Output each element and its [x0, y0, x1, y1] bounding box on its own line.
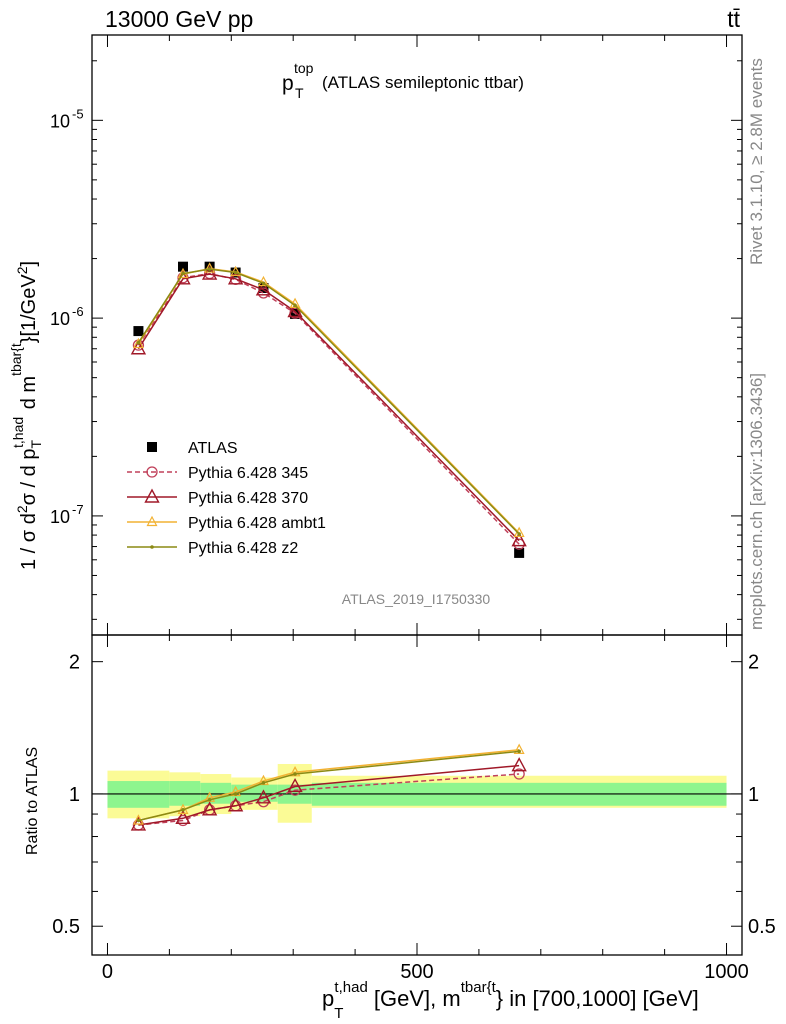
- legend-marker: [144, 488, 160, 503]
- main-plot-panel: 10-710-610-5: [50, 34, 743, 636]
- legend-label: ATLAS: [188, 440, 238, 457]
- x-axis-label: pTt,had [GeV], mtbar{t} in [700,1000] [G…: [322, 979, 699, 1022]
- ratio-point: [513, 768, 525, 780]
- ratio-y-tick-label-left: 2: [69, 652, 80, 674]
- data-point: [136, 341, 141, 345]
- legend-marker: [146, 466, 158, 478]
- ratio-y-ticks: [92, 661, 742, 927]
- legend: ATLAS Pythia 6.428 345 Pythia 6.428 370 Pyt…: [127, 440, 326, 557]
- data-point: [293, 303, 297, 308]
- header-process-label: tt̄: [727, 6, 740, 32]
- main-y-tick-label: 10: [50, 309, 70, 329]
- series-atlas: [133, 261, 525, 558]
- x-tick-label: 500: [400, 961, 433, 983]
- ratio-point: [511, 757, 527, 772]
- main-y-tick-exp: -7: [72, 502, 84, 517]
- data-point: [255, 281, 272, 296]
- ratio-point: [175, 809, 191, 825]
- series-pythia-6-428-345: [132, 267, 525, 550]
- data-point: [133, 326, 144, 337]
- svg-text:pTt,had [GeV], mtbar{t} in [70: pTt,had [GeV], mtbar{t} in [700,1000] [G…: [322, 979, 699, 1022]
- ratio-series-pythia-6-428-370: [130, 757, 527, 831]
- x-tick-label: 1000: [704, 961, 749, 983]
- legend-marker: [146, 515, 158, 527]
- data-point: [261, 281, 266, 286]
- ratio-y-tick-label-right: 0.5: [748, 916, 776, 938]
- legend-item: Pythia 6.428 z2: [127, 540, 298, 557]
- ratio-plot-panel: 0.5 0.5 1 1 2 2 0 500 1000: [52, 634, 776, 983]
- data-point: [227, 270, 244, 285]
- series-pythia-6-428-z2: [136, 267, 521, 536]
- data-point: [511, 532, 527, 547]
- rivet-label: Rivet 3.1.10, ≥ 2.8M events: [747, 58, 766, 265]
- legend-marker: [150, 545, 154, 549]
- data-point: [207, 267, 212, 271]
- ratio-point: [207, 797, 212, 802]
- plot-title-sub: T: [295, 85, 304, 101]
- svg-text:1 / σ d2σ / d pTt,had d mtbar{: 1 / σ d2σ / d pTt,had d mtbar{t}[1/GeV2]: [8, 261, 44, 570]
- plot-title-rest: (ATLAS semileptonic ttbar): [322, 73, 524, 92]
- data-point: [201, 265, 218, 280]
- plot-title-sup: top: [294, 60, 314, 76]
- ratio-point: [181, 808, 185, 812]
- x-tick-label: 0: [102, 961, 113, 983]
- ratio-y-tick-label-right: 2: [748, 652, 759, 674]
- ratio-point: [201, 801, 218, 816]
- header-collision-label: 13000 GeV pp: [105, 6, 253, 32]
- data-point: [233, 270, 238, 275]
- analysis-id: ATLAS_2019_I1750330: [342, 591, 491, 607]
- legend-marker: [147, 442, 157, 452]
- ratio-series-pythia-6-428-z2: [136, 749, 521, 823]
- data-point: [257, 275, 269, 287]
- ratio-point: [261, 781, 266, 785]
- legend-label: Pythia 6.428 z2: [188, 540, 298, 557]
- ratio-y-tick-label-left: 1: [69, 784, 80, 806]
- main-y-tick-exp: -5: [72, 106, 84, 121]
- ratio-point: [513, 743, 525, 754]
- legend-label: Pythia 6.428 370: [188, 490, 308, 507]
- main-y-tick-label: 10: [50, 507, 70, 527]
- ratio-point: [293, 772, 297, 776]
- ratio-point: [227, 797, 244, 812]
- ratio-point: [257, 796, 270, 808]
- data-point: [517, 532, 521, 536]
- mcplots-label: mcplots.cern.ch [arXiv:1306.3436]: [747, 373, 766, 630]
- data-point: [514, 547, 525, 558]
- ratio-point: [136, 818, 141, 823]
- data-point: [181, 271, 185, 276]
- data-point: [178, 261, 188, 272]
- legend-label: Pythia 6.428 345: [188, 465, 308, 482]
- ratio-y-tick-label-left: 0.5: [52, 916, 80, 938]
- ratio-point: [289, 784, 301, 796]
- main-y-tick-exp: -6: [72, 304, 84, 319]
- series-line: [137, 273, 520, 542]
- main-x-ticks: [106, 35, 728, 635]
- ratio-x-ticks: [106, 635, 728, 955]
- legend-item: Pythia 6.428 ambt1: [127, 515, 326, 532]
- plot-title-p: p: [282, 72, 294, 95]
- data-point: [132, 337, 144, 349]
- legend-item: ATLAS: [147, 440, 238, 457]
- main-y-axis-label: 1 / σ d2σ / d pTt,had d mtbar{t}[1/GeV2]: [8, 261, 44, 570]
- legend-item: Pythia 6.428 370: [127, 488, 308, 507]
- ratio-point: [517, 749, 521, 754]
- main-y-ticks: [92, 60, 742, 620]
- data-point: [287, 303, 303, 318]
- main-y-tick-labels: 10-710-610-5: [50, 106, 84, 527]
- data-point: [204, 262, 216, 273]
- ratio-point: [287, 777, 303, 793]
- ratio-point: [255, 789, 272, 804]
- data-point: [230, 265, 242, 277]
- legend-label: Pythia 6.428 ambt1: [188, 515, 326, 532]
- plot-title: p top T (ATLAS semileptonic ttbar): [282, 60, 524, 101]
- legend-item: Pythia 6.428 345: [127, 465, 308, 482]
- ratio-y-axis-label: Ratio to ATLAS: [24, 747, 41, 855]
- ratio-series-line: [138, 764, 520, 826]
- ratio-y-tick-labels: 0.5 0.5 1 1 2 2: [52, 652, 776, 939]
- x-tick-labels: 0 500 1000: [102, 961, 749, 983]
- main-y-tick-label: 10: [50, 111, 70, 131]
- ratio-point: [233, 792, 238, 796]
- ratio-y-tick-label-right: 1: [748, 784, 759, 806]
